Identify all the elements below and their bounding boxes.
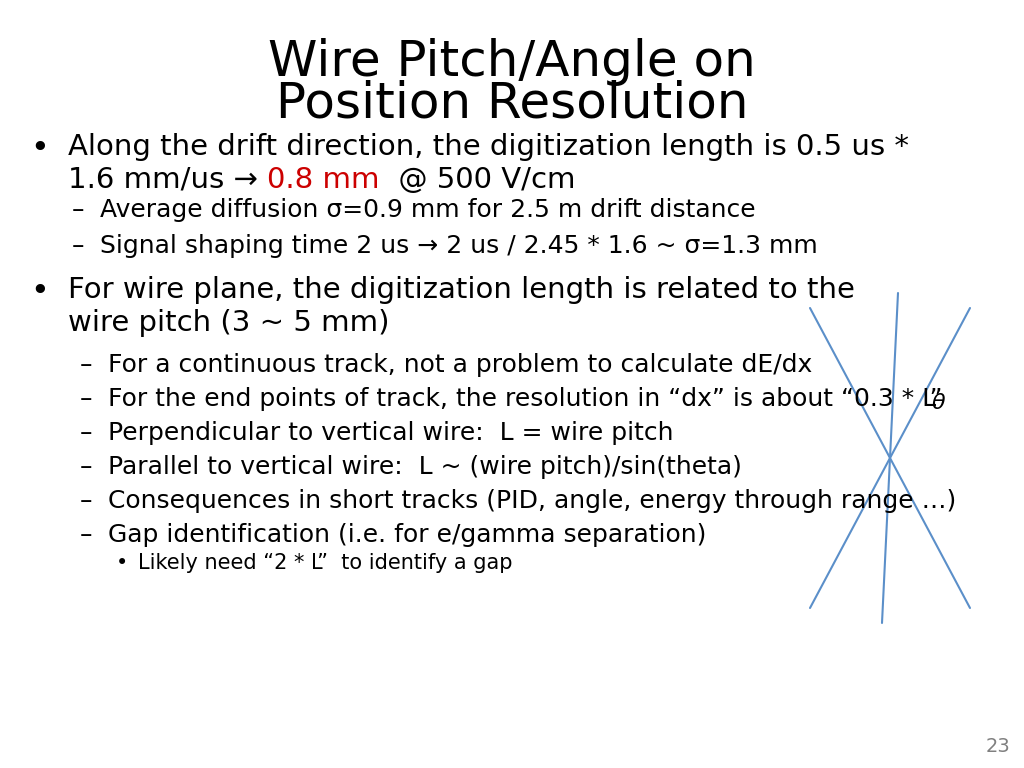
Text: –: – [80, 455, 92, 479]
Text: 1.6 mm/us →: 1.6 mm/us → [68, 166, 267, 194]
Text: •: • [30, 133, 49, 164]
Text: Average diffusion σ=0.9 mm for 2.5 m drift distance: Average diffusion σ=0.9 mm for 2.5 m dri… [100, 198, 756, 222]
Text: •: • [30, 276, 49, 307]
Text: Parallel to vertical wire:  L ~ (wire pitch)/sin(theta): Parallel to vertical wire: L ~ (wire pit… [108, 455, 741, 479]
Text: For wire plane, the digitization length is related to the: For wire plane, the digitization length … [68, 276, 855, 304]
Text: For a continuous track, not a problem to calculate dE/dx: For a continuous track, not a problem to… [108, 353, 812, 377]
Text: –: – [72, 234, 85, 258]
Text: Position Resolution: Position Resolution [275, 80, 749, 128]
Text: –: – [80, 387, 92, 411]
Text: Along the drift direction, the digitization length is 0.5 us *: Along the drift direction, the digitizat… [68, 133, 909, 161]
Text: For the end points of track, the resolution in “dx” is about “0.3 * L”: For the end points of track, the resolut… [108, 387, 942, 411]
Text: Perpendicular to vertical wire:  L = wire pitch: Perpendicular to vertical wire: L = wire… [108, 421, 674, 445]
Text: 23: 23 [985, 737, 1010, 756]
Text: –: – [80, 489, 92, 513]
Text: •: • [116, 553, 128, 573]
Text: –: – [80, 523, 92, 547]
Text: @ 500 V/cm: @ 500 V/cm [380, 166, 575, 194]
Text: Likely need “2 * L”  to identify a gap: Likely need “2 * L” to identify a gap [138, 553, 512, 573]
Text: Consequences in short tracks (PID, angle, energy through range …): Consequences in short tracks (PID, angle… [108, 489, 956, 513]
Text: 0.8 mm: 0.8 mm [267, 166, 380, 194]
Text: θ: θ [932, 393, 945, 413]
Text: –: – [80, 353, 92, 377]
Text: Gap identification (i.e. for e/gamma separation): Gap identification (i.e. for e/gamma sep… [108, 523, 707, 547]
Text: wire pitch (3 ~ 5 mm): wire pitch (3 ~ 5 mm) [68, 309, 389, 337]
Text: Wire Pitch/Angle on: Wire Pitch/Angle on [268, 38, 756, 86]
Text: –: – [80, 421, 92, 445]
Text: Signal shaping time 2 us → 2 us / 2.45 * 1.6 ~ σ=1.3 mm: Signal shaping time 2 us → 2 us / 2.45 *… [100, 234, 818, 258]
Text: –: – [72, 198, 85, 222]
